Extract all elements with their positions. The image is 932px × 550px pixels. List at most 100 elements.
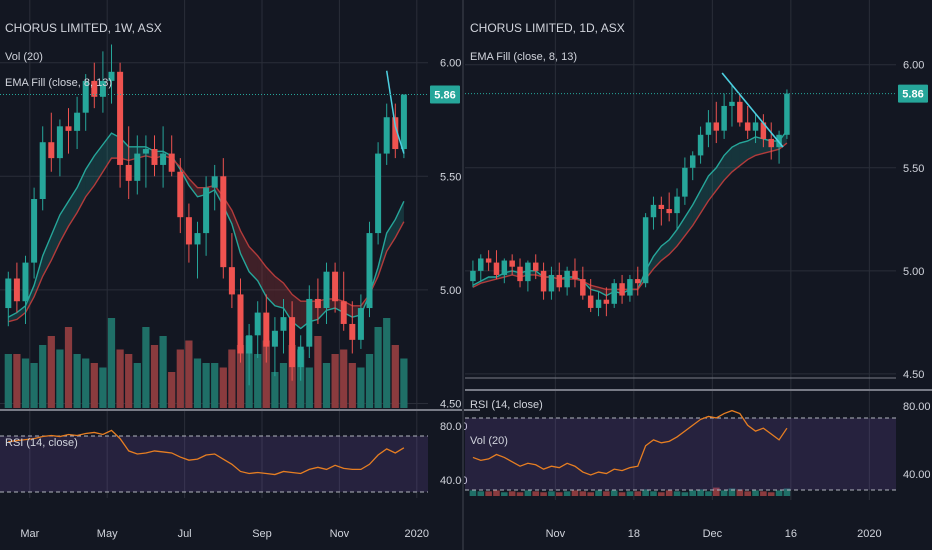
ema-fill-segment-34 [739, 140, 748, 166]
volume-bar-39 [775, 490, 783, 496]
volume-bar-14 [579, 491, 587, 496]
volume-bar-15 [587, 492, 594, 496]
candle-body-3 [493, 262, 500, 275]
volume-bar-8 [73, 354, 81, 408]
volume-bar-7 [524, 490, 532, 496]
candle-body-29 [697, 134, 704, 156]
trendline [385, 70, 405, 154]
price-axis-tick-2: 5.00 [903, 266, 924, 278]
volume-bar-35 [305, 367, 313, 408]
candle-body-30 [263, 312, 270, 347]
volume-bar-6 [516, 492, 524, 496]
price-axis-tick-1: 5.50 [903, 163, 924, 175]
candle-body-31 [713, 122, 720, 131]
candle-body-10 [91, 80, 98, 97]
candle-body-7 [525, 262, 531, 282]
volume-bar-39 [340, 349, 348, 408]
volume-label: Vol (20) [470, 435, 508, 447]
ema-fill-segment-23 [653, 246, 662, 269]
candle-body-2 [22, 262, 29, 302]
daily-chart-panel[interactable]: 6.00 5.50 5.00 4.50 Nov 18 Dec 16 2020 5.86 80.00 4… [465, 0, 932, 540]
volume-bar-35 [744, 491, 751, 496]
chart-title: CHORUS LIMITED, 1W, ASX [5, 21, 162, 35]
candle-body-40 [349, 323, 356, 340]
candle-body-40 [784, 93, 790, 135]
price-axis-tick-3: 4.50 [440, 398, 461, 410]
volume-bar-38 [767, 492, 775, 496]
candle-body-19 [168, 153, 175, 172]
rsi-band [465, 418, 896, 490]
last-price-badge [430, 85, 460, 104]
candle-body-26 [674, 196, 680, 214]
volume-bar-21 [634, 491, 642, 496]
ema-fill-segment-30 [266, 267, 275, 306]
rsi-line [8, 429, 405, 476]
volume-bar-37 [760, 491, 767, 496]
candle-body-1 [13, 278, 20, 302]
candle-body-43 [375, 153, 382, 234]
candle-body-2 [485, 258, 492, 263]
candle-body-15 [134, 153, 141, 181]
volume-bar-7 [64, 327, 73, 408]
ema-fill-segment-8 [77, 169, 86, 213]
indicator-label-1: EMA Fill (close, 8, 13) [5, 77, 112, 89]
rsi-axis-tick-1: 40.00 [440, 475, 468, 487]
ema-fill-segment-9 [85, 155, 95, 197]
candle-body-16 [595, 299, 602, 308]
volume-bar-46 [400, 358, 408, 408]
volume-bar-17 [603, 491, 610, 496]
volume-bar-20 [176, 349, 184, 408]
volume-bar-10 [90, 363, 98, 408]
candle-body-38 [332, 271, 339, 302]
ema-fill-segment-28 [692, 190, 701, 226]
candle-body-8 [532, 262, 539, 271]
candle-body-35 [306, 298, 313, 347]
ema-fill-segment-44 [386, 219, 396, 252]
candle-body-37 [760, 122, 767, 139]
candle-body-29 [254, 312, 261, 336]
volume-bar-33 [728, 488, 736, 496]
candle-body-13 [117, 71, 124, 165]
candle-body-1 [478, 258, 484, 271]
candle-body-26 [228, 267, 235, 295]
volume-bar-16 [595, 490, 602, 496]
candle-body-36 [314, 298, 321, 309]
candle-body-27 [237, 294, 244, 354]
indicator-label-0: Vol (20) [5, 51, 43, 63]
weekly-chart-panel[interactable]: 6.00 5.50 5.00 4.50 Mar May Jul Sep Nov 2020 5.86 8… [0, 0, 480, 540]
volume-bar-36 [752, 490, 759, 496]
volume-bar-6 [56, 349, 64, 408]
volume-bar-23 [650, 491, 657, 496]
volume-bar-22 [642, 489, 649, 496]
ema-fill-segment-6 [59, 201, 69, 243]
volume-bar-26 [673, 491, 681, 496]
time-axis-label-2: Jul [178, 528, 192, 540]
ema-fill-segment-35 [747, 136, 756, 160]
volume-bar-17 [150, 345, 159, 408]
rsi-label: RSI (14, close) [470, 399, 543, 411]
ema-fill-segment-33 [731, 143, 740, 172]
ema-fill-segment-15 [590, 285, 599, 292]
volume-bar-32 [279, 363, 288, 408]
ema-fill-segment-28 [249, 246, 258, 281]
trendline [721, 72, 784, 148]
candle-body-45 [392, 117, 399, 150]
volume-bar-37 [322, 363, 331, 408]
candle-body-32 [280, 317, 287, 331]
volume-bar-19 [618, 492, 626, 496]
candle-body-14 [580, 279, 586, 296]
candle-body-9 [82, 80, 89, 113]
candle-body-24 [211, 176, 218, 188]
candle-body-28 [246, 335, 253, 354]
volume-bar-30 [705, 491, 712, 496]
candle-body-41 [357, 308, 364, 340]
candle-body-23 [203, 187, 210, 234]
ema-fill-segment-45 [395, 201, 404, 238]
ema-fill-segment-31 [274, 276, 284, 309]
candle-body-16 [142, 149, 149, 154]
ema-fill-segment-1 [16, 305, 26, 320]
ema-fill-segment-7 [68, 187, 78, 227]
volume-bar-27 [236, 345, 245, 408]
